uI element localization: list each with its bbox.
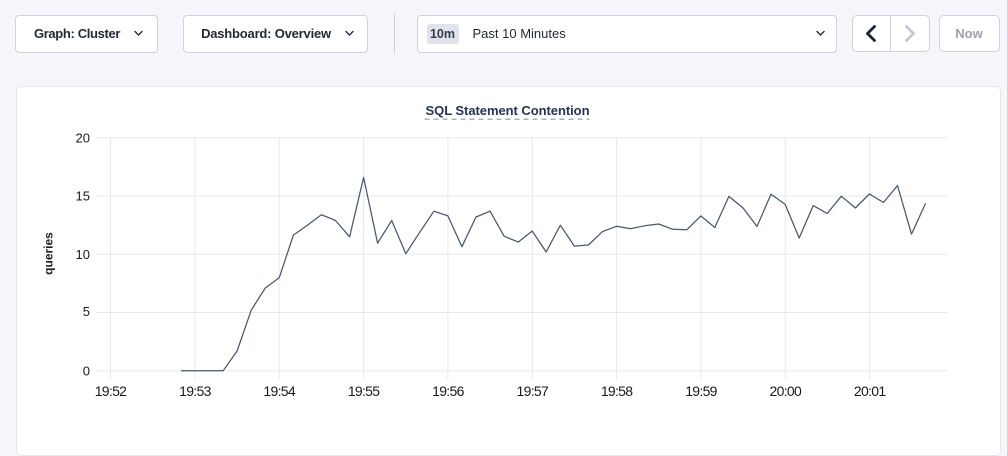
svg-text:20: 20 xyxy=(76,130,90,145)
svg-text:queries: queries xyxy=(42,232,56,275)
svg-text:19:52: 19:52 xyxy=(95,383,127,399)
svg-text:20:01: 20:01 xyxy=(854,383,886,399)
svg-text:20:00: 20:00 xyxy=(770,383,802,399)
svg-text:19:57: 19:57 xyxy=(517,383,549,399)
svg-text:19:58: 19:58 xyxy=(601,383,633,399)
svg-text:19:54: 19:54 xyxy=(263,383,295,399)
svg-text:19:55: 19:55 xyxy=(348,383,380,399)
svg-text:5: 5 xyxy=(83,304,90,319)
svg-text:19:53: 19:53 xyxy=(179,383,211,399)
svg-text:19:59: 19:59 xyxy=(685,383,717,399)
svg-text:15: 15 xyxy=(76,189,90,204)
svg-text:0: 0 xyxy=(83,363,90,378)
svg-text:10: 10 xyxy=(76,247,90,262)
svg-text:19:56: 19:56 xyxy=(432,383,464,399)
